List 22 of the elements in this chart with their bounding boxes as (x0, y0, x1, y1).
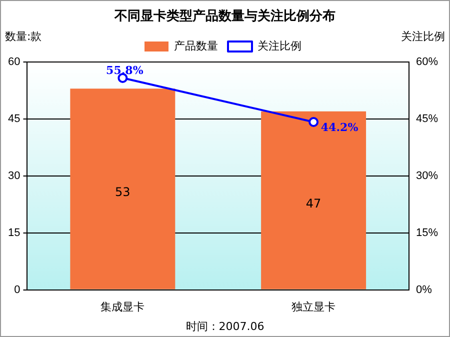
legend-label: 产品数量 (174, 40, 218, 53)
y2-tick-label: 60% (416, 56, 438, 68)
y-tick-label: 15 (8, 226, 20, 239)
x-tick-label: 集成显卡 (100, 300, 145, 314)
data-label: 55.8% (106, 64, 144, 77)
x-tick-label: 独立显卡 (292, 300, 336, 314)
text: 时间：2007.06 (184, 319, 266, 334)
y2-tick-label: 0% (416, 284, 432, 296)
y2-tick-label: 15% (416, 226, 438, 239)
y-tick-label: 60 (8, 56, 20, 68)
chart-title: 不同显卡类型产品数量与关注比例分布 (113, 8, 336, 25)
y2-tick-label: 45% (416, 112, 438, 125)
y2-axis-title: 关注比例 (401, 30, 445, 43)
legend-label: 关注比例 (258, 40, 302, 53)
data-label: 44.2% (320, 120, 359, 134)
y-tick-label: 0 (14, 284, 20, 296)
data-label: 47 (306, 196, 322, 210)
data-label: 53 (115, 185, 130, 200)
y-tick-label: 30 (8, 170, 20, 182)
y-tick-label: 45 (8, 112, 20, 125)
y2-tick-label: 30% (416, 170, 438, 182)
y-axis-title: 数量:款 (5, 30, 42, 43)
